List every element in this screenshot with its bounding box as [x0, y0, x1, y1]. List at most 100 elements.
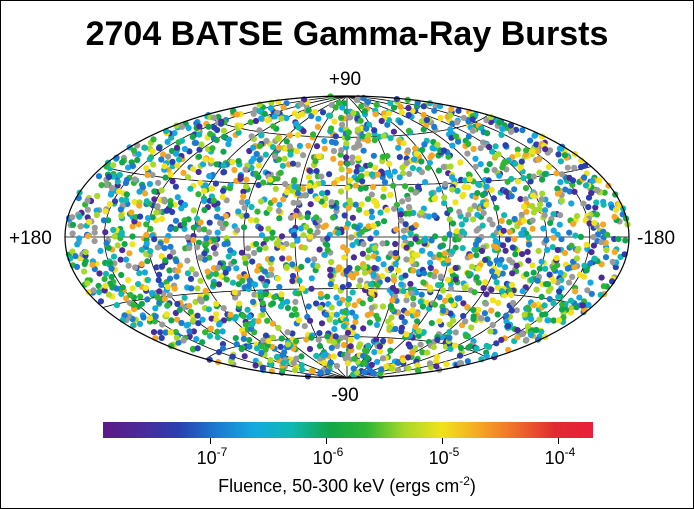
burst-point [387, 303, 394, 310]
burst-point [181, 145, 188, 153]
burst-point [313, 143, 321, 150]
burst-point [370, 370, 377, 377]
burst-point [555, 151, 562, 158]
burst-point [452, 199, 459, 206]
burst-point [293, 148, 301, 155]
burst-point [371, 264, 378, 272]
burst-point [161, 163, 168, 170]
burst-point [271, 153, 279, 160]
burst-point [91, 229, 98, 236]
burst-point [241, 331, 248, 338]
burst-point [482, 279, 489, 286]
burst-point [414, 367, 421, 374]
burst-point [498, 288, 506, 295]
burst-point [144, 215, 152, 222]
colorbar-tick-label: 10-7 [196, 445, 228, 468]
burst-point [609, 258, 616, 265]
burst-point [536, 206, 543, 213]
burst-point [352, 201, 359, 208]
burst-point [140, 314, 147, 321]
burst-point [173, 150, 180, 157]
burst-point [158, 281, 165, 288]
burst-point [84, 197, 91, 204]
burst-point [330, 353, 337, 360]
burst-point [260, 337, 267, 344]
burst-point [502, 247, 509, 254]
burst-point [427, 259, 434, 266]
burst-point [527, 137, 534, 144]
burst-point [412, 235, 419, 242]
burst-point [169, 208, 176, 216]
burst-point [331, 326, 338, 333]
burst-point [289, 277, 296, 285]
burst-point [161, 196, 168, 203]
burst-point [446, 216, 453, 223]
burst-point [169, 178, 176, 185]
burst-point [258, 132, 265, 139]
burst-point [395, 144, 402, 151]
burst-point [530, 302, 537, 309]
burst-point [405, 127, 413, 134]
burst-point [102, 270, 110, 277]
burst-point [328, 258, 335, 266]
burst-point [93, 211, 100, 219]
burst-point [144, 296, 151, 303]
burst-point [481, 310, 488, 317]
burst-point [412, 145, 419, 152]
burst-point [189, 133, 196, 141]
burst-point [622, 237, 629, 244]
burst-point [452, 329, 459, 336]
burst-point [316, 330, 323, 337]
burst-point [264, 117, 271, 124]
burst-point [279, 244, 286, 251]
burst-point [256, 142, 263, 149]
burst-point [141, 190, 149, 197]
burst-point [258, 232, 265, 239]
burst-point [457, 360, 465, 367]
burst-point [298, 362, 305, 369]
burst-point [262, 290, 269, 298]
burst-point [462, 216, 469, 223]
burst-point [206, 332, 213, 340]
burst-point [525, 234, 532, 241]
burst-point [453, 133, 460, 140]
burst-point [357, 117, 364, 124]
burst-point [415, 183, 422, 190]
burst-point [158, 215, 165, 222]
burst-point [488, 286, 495, 293]
burst-point [118, 271, 125, 279]
burst-point [139, 184, 146, 191]
burst-point [118, 212, 125, 220]
burst-point [459, 228, 466, 235]
burst-point [373, 101, 380, 108]
burst-point [441, 250, 448, 257]
burst-point [274, 135, 281, 142]
burst-point [558, 236, 565, 243]
burst-point [351, 302, 358, 309]
burst-point [91, 238, 98, 245]
burst-point [235, 208, 242, 215]
burst-point [328, 304, 335, 311]
burst-point [194, 312, 201, 319]
burst-point [358, 201, 365, 208]
burst-point [240, 193, 247, 200]
label-north-pole: +90 [328, 69, 362, 90]
burst-point [465, 211, 472, 218]
burst-point [420, 111, 427, 118]
burst-point [448, 106, 455, 113]
burst-point [339, 121, 346, 128]
burst-point [166, 253, 173, 260]
burst-point [604, 231, 611, 238]
burst-point [436, 251, 443, 258]
burst-point [269, 334, 277, 341]
burst-point [379, 273, 386, 280]
burst-point [471, 289, 478, 296]
burst-point [358, 166, 365, 173]
colorbar-tick [442, 438, 443, 444]
burst-point [203, 235, 210, 242]
burst-point [219, 193, 226, 200]
burst-point [571, 164, 578, 171]
burst-point [276, 215, 283, 222]
burst-point [129, 241, 136, 248]
burst-point [533, 141, 540, 148]
